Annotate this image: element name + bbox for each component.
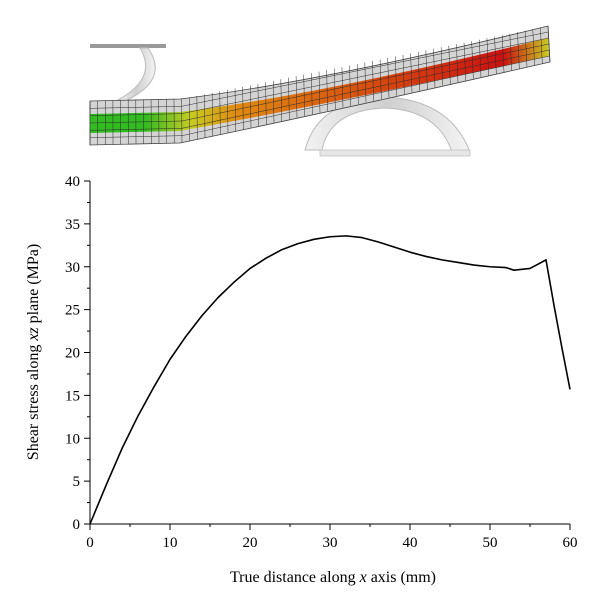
mesh-row	[89, 37, 549, 116]
y-axis-title: Shear stress along xz plane (MPa)	[25, 244, 42, 460]
beam-illustration	[89, 25, 551, 157]
x-axis: 0 10 20 30 40 50 60	[86, 523, 578, 551]
beam-mesh	[89, 25, 551, 145]
shear-stress-chart: 0 10 20 30 40 50 60 0 5 10 15 20 25 30 35 40 True dist…	[25, 174, 578, 586]
shear-stress-series-line	[89, 235, 571, 525]
mesh-row	[89, 31, 549, 109]
y-tick-label: 15	[65, 388, 80, 404]
y-axis: 0 5 10 15 20 25 30 35 40	[65, 174, 91, 533]
y-tick-label: 40	[65, 174, 80, 190]
y-tick-label: 30	[65, 260, 80, 276]
y-tick-label: 35	[65, 217, 80, 233]
x-tick-label: 60	[563, 535, 578, 551]
x-axis-title: True distance along x axis (mm)	[230, 569, 436, 586]
x-tick-label: 0	[86, 535, 94, 551]
upper-support	[90, 44, 166, 102]
y-tick-label: 0	[73, 517, 81, 533]
mesh-row	[89, 55, 550, 138]
x-tick-label: 10	[163, 535, 178, 551]
mesh-row	[89, 49, 550, 131]
x-tick-label: 30	[323, 535, 338, 551]
x-tick-label: 40	[403, 535, 418, 551]
mesh-row	[89, 43, 550, 124]
y-tick-label: 20	[65, 346, 80, 362]
x-tick-label: 20	[243, 535, 258, 551]
x-tick-label: 50	[483, 535, 498, 551]
y-tick-label: 5	[73, 474, 81, 490]
y-tick-label: 10	[65, 431, 80, 447]
y-tick-label: 25	[65, 303, 80, 319]
